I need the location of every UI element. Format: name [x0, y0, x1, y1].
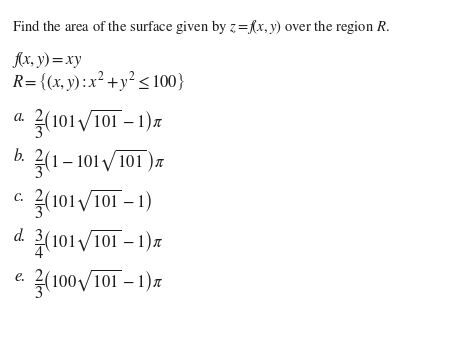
Text: $f\!\left(x,y\right) = xy$: $f\!\left(x,y\right) = xy$ [12, 50, 82, 70]
Text: c.: c. [14, 188, 26, 205]
Text: $\dfrac{2}{3}\!\left(101\sqrt{101} - 1\right)$: $\dfrac{2}{3}\!\left(101\sqrt{101} - 1\r… [34, 188, 152, 221]
Text: a.: a. [14, 108, 27, 125]
Text: e.: e. [14, 268, 26, 285]
Text: d.: d. [14, 228, 27, 245]
Text: $\dfrac{2}{3}\!\left(100\sqrt{101} - 1\right)\pi$: $\dfrac{2}{3}\!\left(100\sqrt{101} - 1\r… [34, 268, 164, 301]
Text: Find the area of the surface given by $z =f\!\left(x,y\right)$ over the region $: Find the area of the surface given by $z… [12, 18, 390, 36]
Text: $\dfrac{2}{3}\!\left(101\sqrt{101} - 1\right)\pi$: $\dfrac{2}{3}\!\left(101\sqrt{101} - 1\r… [34, 108, 164, 141]
Text: b.: b. [14, 148, 27, 165]
Text: $\dfrac{2}{3}\!\left(1 - 101\sqrt{101}\,\right)\pi$: $\dfrac{2}{3}\!\left(1 - 101\sqrt{101}\,… [34, 148, 165, 181]
Text: $\dfrac{3}{4}\!\left(101\sqrt{101} - 1\right)\pi$: $\dfrac{3}{4}\!\left(101\sqrt{101} - 1\r… [34, 228, 164, 261]
Text: $R = \left\{\left(x,y\right): x^2 +y^2 \leq 100\right\}$: $R = \left\{\left(x,y\right): x^2 +y^2 \… [12, 70, 185, 94]
